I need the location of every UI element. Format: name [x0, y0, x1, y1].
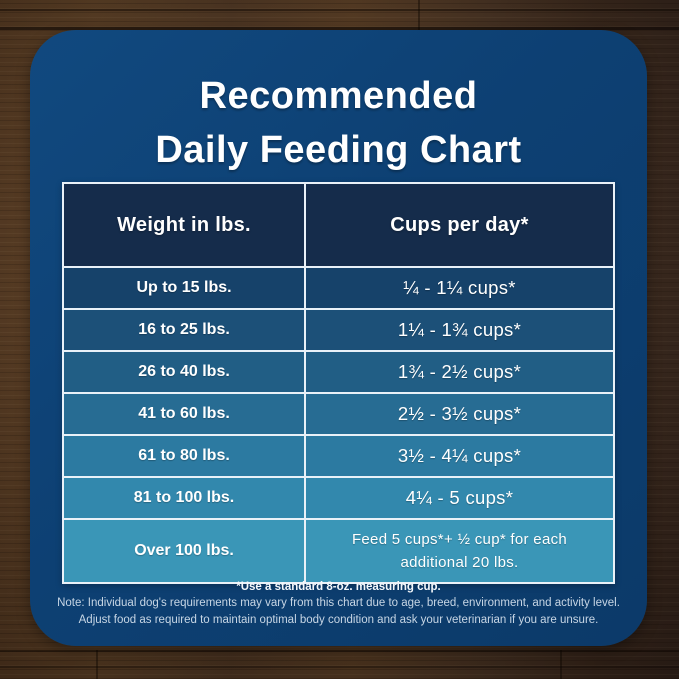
page-title-line2: Daily Feeding Chart: [155, 128, 522, 171]
wood-plank-joint: [418, 0, 420, 30]
weight-cell: 41 to 60 lbs.: [138, 405, 230, 422]
cups-cell: ¼ - 1¼ cups*: [304, 268, 613, 308]
cups-cell: 3½ - 4¼ cups*: [304, 436, 613, 476]
weight-cell: Up to 15 lbs.: [136, 279, 232, 296]
column-header-weight: Weight in lbs.: [117, 213, 251, 236]
table-row: Over 100 lbs. Feed 5 cups*+ ½ cup* for e…: [64, 518, 613, 582]
table-row: 26 to 40 lbs. 1¾ - 2½ cups*: [64, 350, 613, 392]
table-row: 16 to 25 lbs. 1¼ - 1¾ cups*: [64, 308, 613, 350]
wood-plank-seam: [0, 650, 679, 652]
wood-plank-seam: [0, 27, 679, 30]
wood-plank-seam: [0, 9, 679, 11]
wood-plank-joint: [96, 650, 98, 679]
feeding-chart-card: Recommended Daily Feeding Chart Weight i…: [30, 30, 647, 646]
weight-cell: 81 to 100 lbs.: [133, 489, 235, 506]
weight-cell: 26 to 40 lbs.: [138, 363, 230, 380]
table-row: 81 to 100 lbs. 4¼ - 5 cups*: [64, 476, 613, 518]
requirements-note-line2: Adjust food as required to maintain opti…: [78, 613, 599, 626]
cups-cell: 1¼ - 1¾ cups*: [304, 310, 613, 350]
feeding-table: Weight in lbs. Cups per day* Up to 15 lb…: [62, 182, 615, 584]
cups-cell: 4¼ - 5 cups*: [304, 478, 613, 518]
cups-cell: 1¾ - 2½ cups*: [304, 352, 613, 392]
cups-cell: 2½ - 3½ cups*: [304, 394, 613, 434]
footnotes: *Use a standard 8-oz. measuring cup. Not…: [30, 579, 647, 628]
cups-cell: Feed 5 cups*+ ½ cup* for each additional…: [304, 520, 613, 582]
weight-cell: Over 100 lbs.: [134, 542, 234, 559]
table-row: Up to 15 lbs. ¼ - 1¼ cups*: [64, 266, 613, 308]
weight-cell: 16 to 25 lbs.: [138, 321, 230, 338]
measuring-cup-note: *Use a standard 8-oz. measuring cup.: [236, 581, 441, 594]
wood-plank-seam: [0, 666, 679, 668]
column-header-cups: Cups per day*: [304, 184, 613, 266]
wood-plank-joint: [560, 650, 562, 679]
page-title-line1: Recommended: [199, 75, 478, 117]
table-row: 61 to 80 lbs. 3½ - 4¼ cups*: [64, 434, 613, 476]
table-header-row: Weight in lbs. Cups per day*: [64, 184, 613, 266]
requirements-note-line1: Note: Individual dog's requirements may …: [57, 597, 620, 610]
weight-cell: 61 to 80 lbs.: [138, 447, 230, 464]
page-title: Recommended Daily Feeding Chart: [30, 70, 647, 178]
table-row: 41 to 60 lbs. 2½ - 3½ cups*: [64, 392, 613, 434]
